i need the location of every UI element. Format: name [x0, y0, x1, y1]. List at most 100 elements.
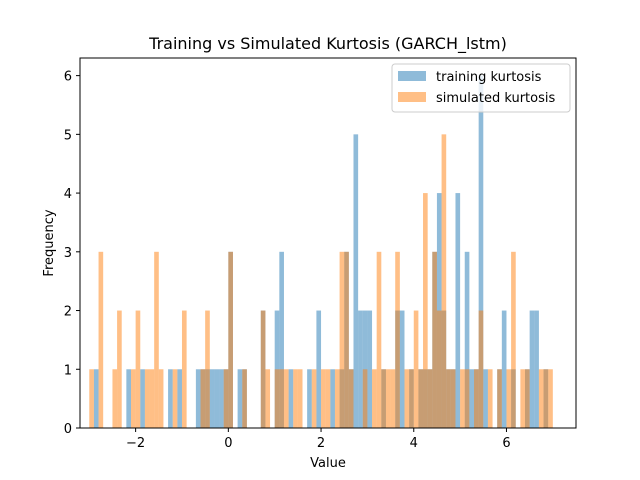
x-tick-label: 2	[317, 436, 325, 451]
series-0-bar	[237, 369, 243, 428]
x-axis-ticks: −2 0 2 4 6	[126, 428, 511, 451]
series-0-bar	[93, 369, 99, 428]
series-1-bar	[112, 369, 118, 428]
series-1-bar	[311, 369, 317, 428]
x-axis-title: Value	[310, 456, 346, 471]
series-1-bar	[538, 369, 544, 428]
y-axis-ticks: 0 1 2 3 4 5 6	[64, 70, 80, 437]
series-0-bar	[455, 193, 461, 428]
series-1-bar	[372, 369, 377, 428]
series-1-bar	[223, 369, 229, 428]
series-0-bar	[214, 369, 220, 428]
plot-area-frame	[79, 57, 577, 429]
x-tick-label: 6	[502, 436, 510, 451]
y-tick-label: 4	[64, 187, 72, 202]
legend-swatch	[398, 92, 426, 102]
x-tick-label: 4	[410, 436, 418, 451]
series-1-bar	[265, 369, 271, 428]
series-0-bar	[316, 310, 322, 428]
series-0-bar	[177, 369, 182, 428]
series-0-bar	[126, 369, 131, 428]
series-1-bar	[325, 369, 331, 428]
series-1-bar	[446, 369, 451, 428]
x-tick-label: 0	[224, 436, 232, 451]
series-1-bar	[144, 369, 150, 428]
series-1-bar	[418, 369, 424, 428]
series-1-bar	[149, 369, 155, 428]
series-0-bar	[140, 369, 145, 428]
series-0-bar	[219, 369, 224, 428]
y-tick-label: 5	[64, 128, 72, 143]
series-1-bar	[511, 251, 516, 428]
legend-swatch	[398, 71, 426, 81]
histogram-bars	[89, 75, 553, 428]
series-1-bar	[260, 310, 266, 428]
series-1-bar	[89, 369, 94, 428]
series-1-bar	[474, 369, 479, 428]
y-axis-title: Frequency	[42, 209, 57, 276]
y-tick-label: 1	[64, 363, 72, 378]
series-0-bar	[353, 134, 359, 428]
series-1-bar	[98, 251, 104, 428]
series-1-bar	[321, 369, 326, 428]
series-1-bar	[344, 251, 349, 428]
series-1-bar	[395, 251, 400, 428]
series-0-bar	[195, 369, 201, 428]
series-1-bar	[385, 369, 391, 428]
series-0-bar	[358, 310, 363, 428]
chart-title: Training vs Simulated Kurtosis (GARCH_ls…	[148, 34, 507, 54]
series-0-bar	[288, 369, 294, 428]
series-1-bar	[200, 369, 206, 428]
series-1-bar	[348, 369, 354, 428]
series-1-bar	[242, 369, 247, 428]
series-0-bar	[279, 251, 284, 428]
series-1-bar	[543, 369, 549, 428]
series-1-bar	[497, 369, 502, 428]
series-1-bar	[441, 134, 447, 428]
series-1-bar	[362, 369, 368, 428]
series-1-bar	[135, 310, 141, 428]
series-1-bar	[423, 193, 428, 428]
series-1-bar	[279, 369, 284, 428]
series-1-bar	[334, 369, 340, 428]
series-0-bar	[478, 75, 484, 428]
series-1-bar	[172, 369, 178, 428]
series-0-bar	[469, 369, 475, 428]
series-1-bar	[450, 369, 456, 428]
series-1-bar	[432, 251, 437, 428]
series-1-bar	[390, 369, 396, 428]
y-tick-label: 3	[64, 246, 72, 261]
chart-legend: training kurtosis simulated kurtosis	[391, 63, 571, 113]
series-0-bar	[483, 369, 488, 428]
series-1-bar	[525, 369, 530, 428]
series-1-bar	[548, 369, 553, 428]
series-1-bar	[205, 310, 210, 428]
series-1-bar	[413, 310, 419, 428]
series-1-bar	[154, 251, 159, 428]
series-1-bar	[404, 369, 410, 428]
series-1-bar	[464, 369, 470, 428]
series-0-bar	[534, 310, 539, 428]
series-0-bar	[168, 369, 173, 428]
legend-label: training kurtosis	[436, 70, 542, 85]
series-1-bar	[339, 251, 345, 428]
series-1-bar	[293, 369, 298, 428]
series-1-bar	[381, 369, 386, 428]
series-1-bar	[506, 369, 512, 428]
series-1-bar	[228, 251, 233, 428]
series-0-bar	[399, 310, 405, 428]
series-0-bar	[330, 369, 335, 428]
series-1-bar	[376, 251, 382, 428]
series-1-bar	[487, 369, 493, 428]
series-1-bar	[181, 310, 187, 428]
series-0-bar	[501, 310, 507, 428]
series-0-bar	[307, 369, 312, 428]
series-1-bar	[297, 369, 303, 428]
series-1-bar	[460, 369, 465, 428]
series-1-bar	[478, 310, 484, 428]
series-1-bar	[436, 310, 442, 428]
series-1-bar	[283, 369, 289, 428]
series-0-bar	[464, 251, 470, 428]
series-0-bar	[209, 369, 215, 428]
